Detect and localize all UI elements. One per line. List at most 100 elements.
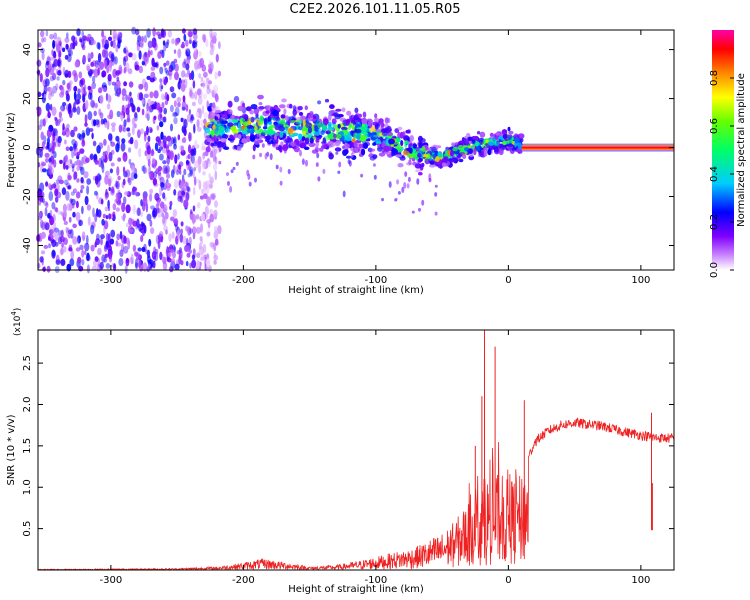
spectrogram-cell	[84, 195, 89, 206]
spectrogram-cell	[181, 70, 186, 78]
spectrogram-cell	[77, 133, 81, 139]
spectrogram-cell	[317, 176, 321, 182]
spectrogram-cell	[302, 130, 307, 135]
spectrogram-cell	[134, 64, 140, 71]
spectrogram-cell	[99, 112, 104, 119]
spectrogram-cell	[172, 111, 178, 118]
spectrogram-cell	[265, 135, 272, 141]
spectrogram-cell	[182, 235, 187, 245]
spectrogram-cell	[209, 88, 212, 94]
spectrogram-cell	[134, 139, 139, 150]
spectrogram-cell	[186, 57, 190, 65]
spectrogram-cell	[498, 138, 502, 142]
spectrogram-cell	[232, 166, 236, 171]
colorbar: 0.0 0.2 0.4 0.6 0.8 Normalized spectral ampl…	[709, 30, 747, 278]
spectrogram-cell	[41, 168, 47, 173]
spectrogram-cell	[452, 146, 458, 152]
spectrogram-cell	[163, 107, 167, 115]
spectrogram-cell	[54, 188, 59, 197]
spectrogram-cell	[74, 61, 80, 68]
spectrogram-cell	[174, 263, 180, 271]
spectrogram-cell	[428, 178, 432, 183]
spectrogram-cell	[383, 145, 390, 152]
spectrogram-cell	[144, 81, 149, 92]
spectrogram-cell	[200, 213, 206, 222]
spectrogram-cell	[144, 51, 148, 58]
spectrogram-cell	[142, 196, 148, 207]
spectrogram-cell	[145, 108, 150, 118]
spectrogram-cell	[123, 47, 127, 54]
spectrogram-cell	[106, 144, 111, 154]
spectrogram-cell	[101, 38, 105, 49]
snr-x-tick-label: 100	[631, 575, 650, 586]
spectrogram-cell	[397, 126, 403, 131]
spectrogram-cell	[51, 202, 56, 210]
spectrogram-cell	[87, 85, 92, 91]
spectrogram-cell	[234, 133, 239, 138]
spectrogram-cell	[281, 98, 287, 103]
spectrogram-cell	[125, 257, 130, 267]
spectrogram-cell	[110, 229, 116, 238]
spectrogram-cell	[56, 76, 60, 81]
spectrogram-cell	[140, 221, 144, 227]
spectrogram-cell	[108, 213, 112, 220]
spectrogram-cell	[39, 219, 44, 229]
spectrogram-cell	[101, 218, 105, 226]
spectrogram-cell	[188, 132, 193, 142]
spectrogram-cell	[66, 82, 71, 90]
spectrogram-cell	[468, 148, 474, 155]
spectrogram-x-tick-label: 0	[505, 275, 511, 286]
spectrogram-cell	[192, 226, 197, 235]
spectrogram-cell	[108, 151, 113, 162]
spectrogram-cell	[94, 241, 97, 248]
spectrogram-cell	[84, 114, 88, 124]
spectrogram-cell	[434, 192, 438, 197]
spectrogram-cell	[251, 127, 255, 134]
spectrogram-cell	[418, 172, 423, 176]
spectrogram-cell	[373, 174, 377, 180]
spectrogram-cell	[83, 90, 88, 96]
spectrogram-cell	[202, 152, 206, 160]
spectrogram-cell	[127, 68, 133, 75]
spectrogram-cell	[132, 186, 136, 196]
spectrogram-cell	[397, 163, 404, 168]
spectrogram-cell	[147, 158, 151, 167]
spectrogram-cell	[230, 125, 237, 132]
spectrogram-cell	[122, 152, 128, 162]
spectrogram-cell	[69, 146, 73, 152]
spectrogram-cell	[39, 256, 44, 263]
spectrogram-cell	[41, 37, 45, 43]
spectrogram-cell	[192, 168, 195, 179]
spectrogram-cell	[248, 126, 256, 130]
spectrogram-cell	[147, 259, 152, 265]
spectrogram-cell	[261, 143, 265, 148]
spectrogram-cell	[381, 131, 388, 137]
spectrogram-cell	[305, 122, 313, 129]
spectrogram-cell	[146, 152, 152, 162]
spectrogram-cell	[468, 153, 474, 158]
spectrogram-cell	[81, 129, 86, 140]
spectrogram-cell	[466, 133, 471, 138]
spectrogram-cell	[125, 222, 129, 228]
spectrogram-cell	[171, 38, 175, 45]
spectrogram-cell	[117, 175, 121, 181]
spectrogram-cell	[41, 162, 46, 167]
spectrogram-cell	[64, 154, 68, 162]
spectrogram-cell	[292, 115, 296, 121]
spectrogram-cell	[161, 93, 165, 101]
spectrogram-cell	[146, 75, 151, 80]
spectrogram-cell	[109, 255, 113, 263]
spectrogram-cell	[90, 61, 95, 67]
spectrogram-cell	[152, 40, 157, 48]
spectrogram-cell	[92, 75, 96, 84]
spectrogram-cell	[114, 56, 118, 65]
spectrogram-cell	[47, 110, 51, 117]
spectrogram-cell	[150, 66, 156, 71]
spectrogram-cell	[94, 119, 100, 126]
spectrogram-cell	[202, 80, 206, 89]
spectrogram-cell	[418, 142, 423, 146]
spectrogram-cell	[335, 108, 342, 112]
spectrogram-cell	[75, 247, 81, 252]
spectrogram-cell	[397, 191, 401, 195]
spectrogram-cell	[177, 153, 180, 160]
